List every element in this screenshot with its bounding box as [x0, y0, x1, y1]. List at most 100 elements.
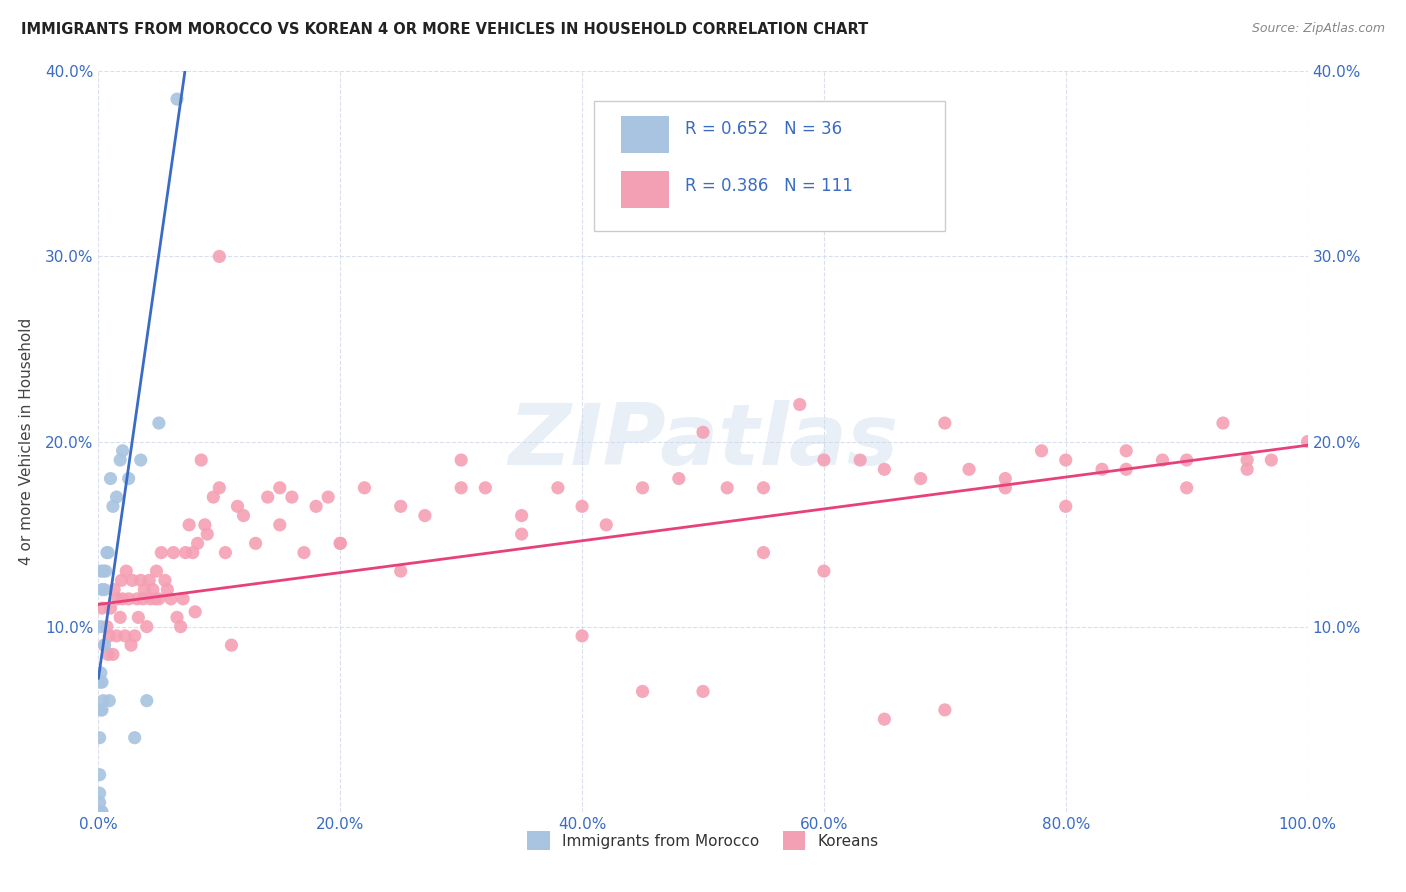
Point	[849, 453, 872, 467]
Point	[105, 490, 128, 504]
Point	[214, 545, 236, 560]
Point	[813, 564, 835, 578]
Point	[269, 517, 291, 532]
Point	[571, 500, 593, 514]
Text: R = 0.652   N = 36: R = 0.652 N = 36	[685, 120, 842, 138]
Point	[994, 481, 1017, 495]
Point	[957, 462, 980, 476]
Point	[93, 638, 115, 652]
Point	[89, 805, 111, 819]
Point	[139, 591, 162, 606]
Point	[100, 601, 122, 615]
Point	[91, 675, 114, 690]
Point	[135, 694, 157, 708]
Point	[752, 545, 775, 560]
Point	[752, 481, 775, 495]
Point	[1175, 453, 1198, 467]
Point	[1212, 416, 1234, 430]
Point	[138, 574, 160, 588]
Point	[873, 462, 896, 476]
Point	[510, 508, 533, 523]
Point	[450, 481, 472, 495]
Point	[115, 564, 138, 578]
Point	[98, 629, 121, 643]
Point	[91, 805, 114, 819]
Text: ZIPatlas: ZIPatlas	[508, 400, 898, 483]
Text: IMMIGRANTS FROM MOROCCO VS KOREAN 4 OR MORE VEHICLES IN HOUSEHOLD CORRELATION CH: IMMIGRANTS FROM MOROCCO VS KOREAN 4 OR M…	[21, 22, 869, 37]
Point	[813, 453, 835, 467]
Point	[166, 610, 188, 624]
Point	[1236, 453, 1258, 467]
Point	[232, 508, 254, 523]
Point	[692, 425, 714, 440]
Point	[166, 92, 188, 106]
Point	[595, 517, 617, 532]
Point	[668, 472, 690, 486]
Point	[89, 805, 111, 819]
Point	[101, 500, 124, 514]
Point	[789, 398, 811, 412]
Point	[292, 545, 315, 560]
Point	[121, 574, 143, 588]
Y-axis label: 4 or more Vehicles in Household: 4 or more Vehicles in Household	[18, 318, 34, 566]
Point	[94, 564, 117, 578]
Point	[208, 481, 231, 495]
Point	[1296, 434, 1319, 449]
Point	[148, 591, 170, 606]
Point	[156, 582, 179, 597]
Point	[329, 536, 352, 550]
Point	[132, 591, 155, 606]
Point	[169, 619, 191, 633]
Point	[90, 564, 112, 578]
Point	[97, 545, 120, 560]
Point	[101, 648, 124, 662]
Point	[142, 582, 165, 597]
Point	[716, 481, 738, 495]
Point	[316, 490, 339, 504]
Point	[110, 574, 132, 588]
FancyBboxPatch shape	[595, 101, 945, 230]
Bar	[621, 171, 669, 209]
Point	[208, 250, 231, 264]
Point	[111, 443, 134, 458]
Point	[111, 591, 134, 606]
Point	[124, 731, 146, 745]
Point	[90, 665, 112, 680]
Point	[1175, 481, 1198, 495]
Point	[172, 591, 194, 606]
Point	[202, 490, 225, 504]
Point	[1260, 453, 1282, 467]
Point	[184, 605, 207, 619]
Point	[124, 629, 146, 643]
Point	[89, 767, 111, 781]
Point	[389, 564, 412, 578]
Point	[91, 582, 114, 597]
Text: Source: ZipAtlas.com: Source: ZipAtlas.com	[1251, 22, 1385, 36]
Point	[91, 694, 114, 708]
Point	[160, 591, 183, 606]
Point	[89, 675, 111, 690]
Point	[120, 638, 142, 652]
Point	[692, 684, 714, 698]
Text: R = 0.386   N = 111: R = 0.386 N = 111	[685, 178, 852, 195]
Point	[934, 703, 956, 717]
Point	[103, 582, 125, 597]
Point	[174, 545, 197, 560]
Point	[89, 796, 111, 810]
Point	[413, 508, 436, 523]
Point	[91, 703, 114, 717]
Point	[269, 481, 291, 495]
Point	[134, 582, 156, 597]
Point	[150, 545, 173, 560]
Point	[281, 490, 304, 504]
Point	[510, 527, 533, 541]
Point	[162, 545, 184, 560]
Point	[305, 500, 328, 514]
Point	[127, 591, 149, 606]
Point	[245, 536, 267, 550]
Point	[108, 453, 131, 467]
Point	[96, 619, 118, 633]
Point	[135, 619, 157, 633]
Point	[89, 786, 111, 800]
Point	[1236, 462, 1258, 476]
